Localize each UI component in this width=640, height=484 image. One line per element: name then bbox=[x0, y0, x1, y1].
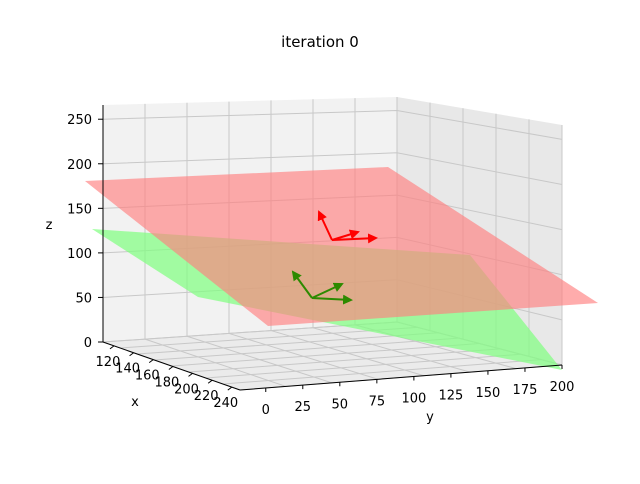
z-tick-label: 100 bbox=[67, 247, 92, 262]
x-tick-label: 240 bbox=[213, 396, 238, 411]
z-tick-labels: 0 50 100 150 200 250 bbox=[67, 113, 103, 351]
floor-gridline bbox=[270, 330, 425, 377]
z-tick-label: 50 bbox=[75, 291, 92, 306]
y-tick-label: 75 bbox=[369, 394, 386, 409]
green-arrow-up bbox=[291, 270, 313, 299]
x-tick-mark bbox=[207, 379, 213, 384]
x-tick-mark bbox=[168, 366, 174, 370]
floor-gridline bbox=[137, 332, 439, 355]
floor-gridline bbox=[188, 348, 501, 373]
floor-gridline bbox=[144, 338, 287, 387]
floor-gridline bbox=[205, 353, 521, 379]
red-arrow-forward bbox=[331, 233, 378, 244]
z-tick-label: 200 bbox=[67, 158, 92, 173]
z-tick-label: 150 bbox=[67, 202, 92, 217]
x-tick-label: 220 bbox=[194, 389, 219, 404]
y-tick-label: 50 bbox=[332, 397, 349, 412]
y-axis-line bbox=[239, 364, 563, 391]
y-tick-label: 200 bbox=[550, 380, 575, 395]
red-plane bbox=[85, 167, 598, 326]
y-tick-label: 25 bbox=[295, 400, 312, 415]
x-tick-mark bbox=[227, 386, 233, 391]
floor-gridline bbox=[312, 327, 471, 373]
x-tick-mark bbox=[129, 352, 134, 357]
floor-gridline bbox=[171, 343, 480, 367]
red-arrow-side bbox=[331, 229, 360, 241]
green-arrows bbox=[291, 270, 353, 305]
z-axis-label: z bbox=[46, 218, 53, 233]
y-tick-label: 150 bbox=[476, 386, 501, 401]
floor-gridline bbox=[186, 335, 333, 384]
x-tick-label: 160 bbox=[135, 369, 160, 384]
green-arrow-forward bbox=[311, 294, 353, 305]
green-arrow-side bbox=[311, 282, 344, 299]
floor-gridline bbox=[228, 332, 379, 380]
x-tick-label: 200 bbox=[174, 382, 199, 397]
chart-title: iteration 0 bbox=[281, 33, 359, 51]
y-tick-label: 175 bbox=[513, 383, 538, 398]
y-tick-labels: 0 25 50 75 100 125 150 175 200 bbox=[262, 365, 575, 418]
x-tick-label: 140 bbox=[115, 362, 140, 377]
floor-gridline bbox=[154, 337, 459, 361]
z-tick-label: 250 bbox=[67, 113, 92, 128]
z-tick-label: 0 bbox=[84, 336, 92, 351]
floor-gridline bbox=[222, 359, 542, 385]
y-tick-label: 100 bbox=[401, 392, 426, 407]
red-arrows bbox=[317, 210, 378, 244]
x-axis-line bbox=[102, 341, 241, 391]
x-axis-label: x bbox=[131, 395, 139, 410]
x-tick-mark bbox=[188, 372, 193, 377]
y-axis-label: y bbox=[426, 410, 434, 425]
y-tick-label: 125 bbox=[438, 389, 463, 404]
x-tick-mark bbox=[148, 359, 154, 364]
y-tick-label: 0 bbox=[262, 403, 270, 418]
x-tick-label: 180 bbox=[154, 375, 179, 390]
red-arrow-up bbox=[317, 210, 333, 241]
x-tick-mark bbox=[109, 345, 115, 350]
x-tick-label: 120 bbox=[96, 355, 121, 370]
